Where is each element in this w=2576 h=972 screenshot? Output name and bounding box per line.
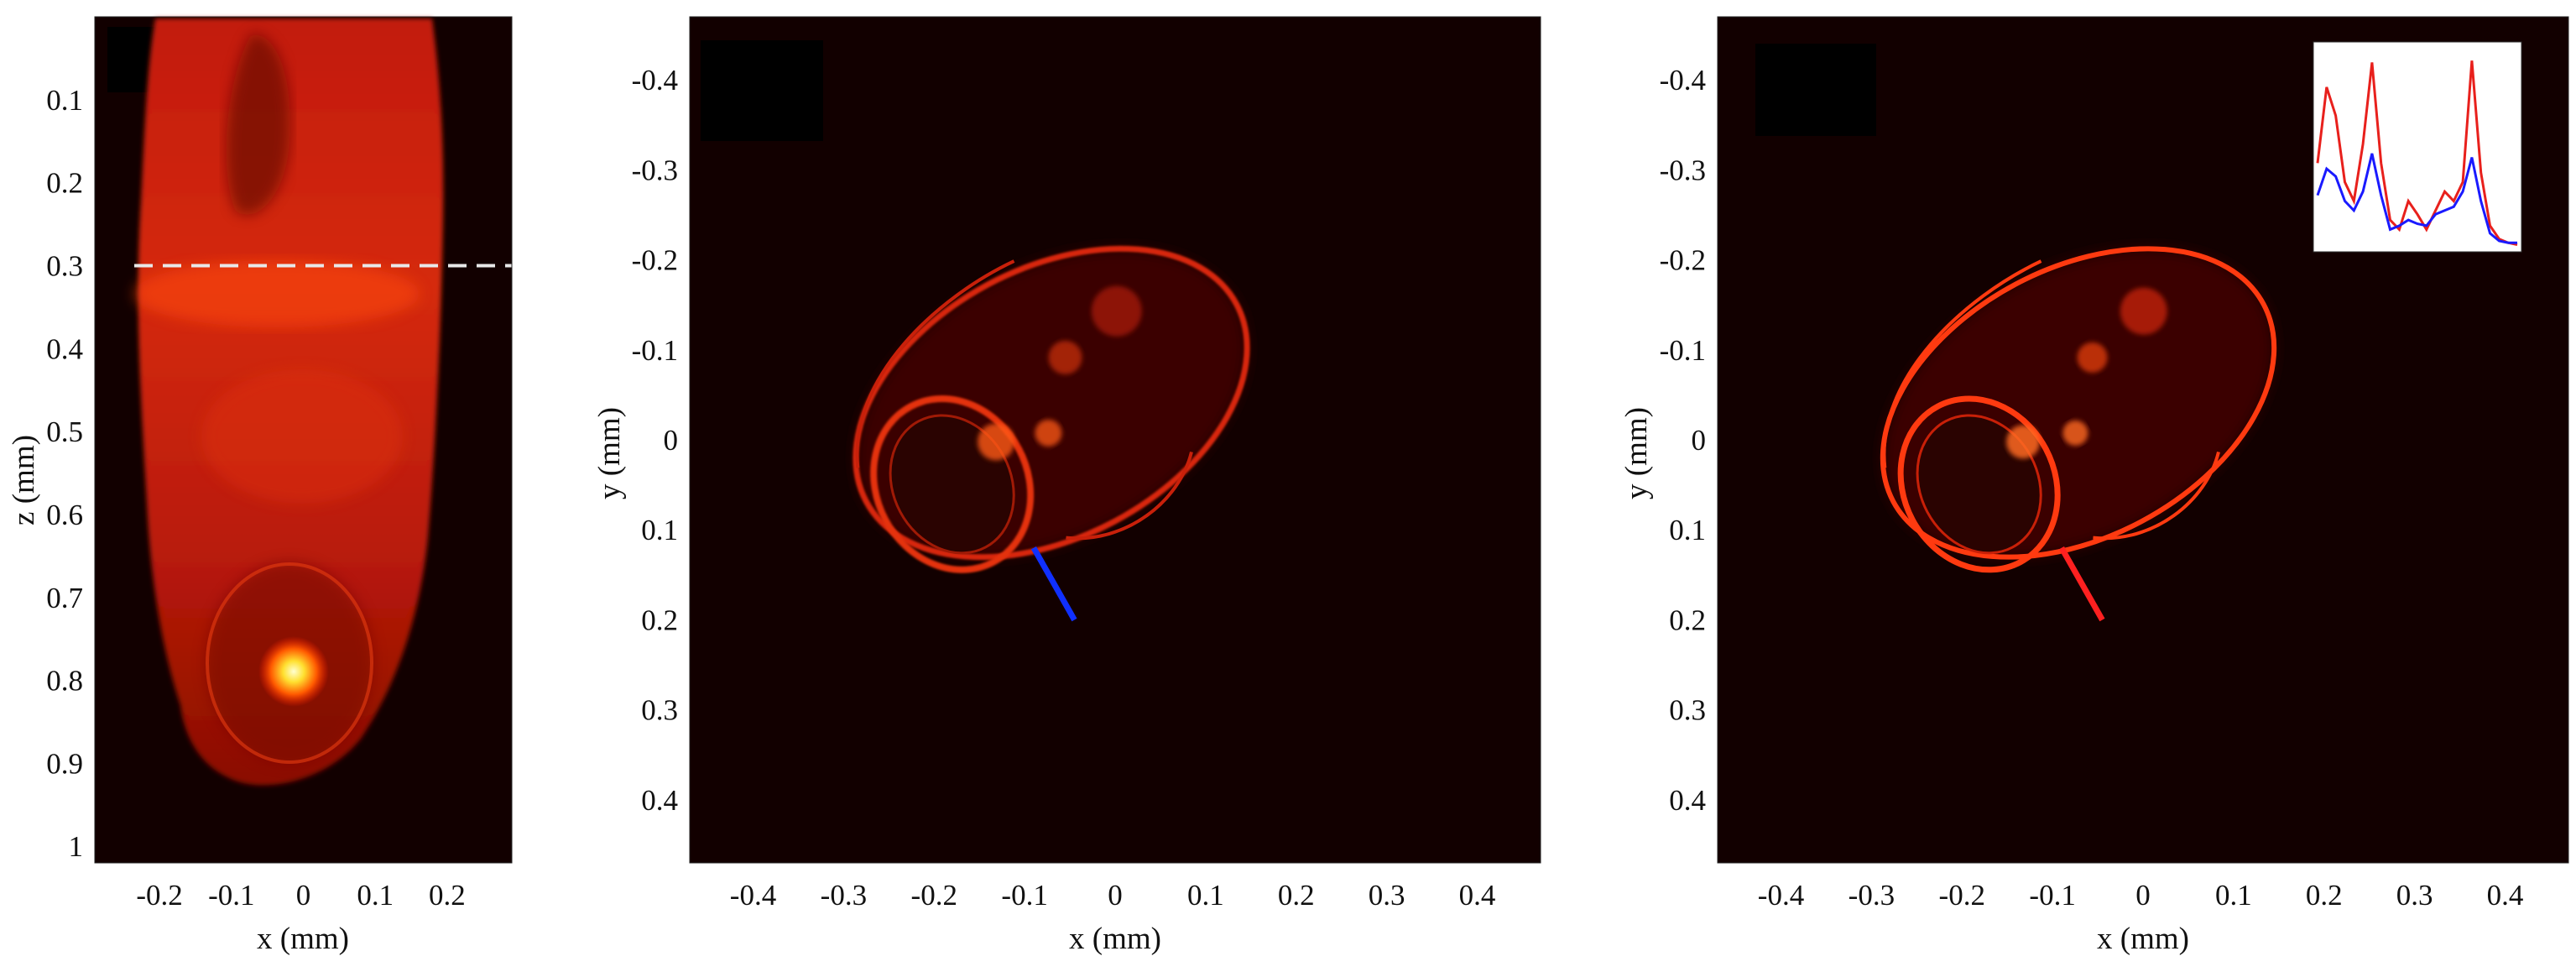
inset-red-profile [2316, 60, 2518, 246]
x-tick-label: -0.2 [911, 879, 957, 912]
x-tick-label: 0 [296, 879, 311, 912]
inset-background [2313, 41, 2522, 253]
organism-cross-section [853, 245, 1250, 573]
y-tick-label: -0.1 [1660, 334, 1706, 367]
x-tick-label: -0.4 [1758, 879, 1804, 912]
y-tick-label: 0.7 [46, 582, 83, 614]
x-tick-label: 0.4 [2487, 879, 2524, 912]
y-tick-label: -0.2 [632, 244, 678, 277]
x-tick-label: -0.1 [208, 879, 254, 912]
y-tick-label: 0.3 [1669, 694, 1706, 727]
y-tick-label: 0.3 [46, 249, 83, 282]
x-tick-label: 0.2 [2306, 879, 2343, 912]
y-tick-label: -0.3 [632, 154, 678, 186]
x-tick-label: 0.1 [357, 879, 394, 912]
hot-spot [258, 636, 329, 707]
x-tick-label: -0.1 [2029, 879, 2075, 912]
panel-middle-ylabel: y (mm) [592, 407, 627, 499]
x-tick-label: -0.2 [136, 879, 182, 912]
y-tick-label: 0.4 [46, 332, 83, 365]
panel-left: 0.1 0.2 0.3 0.4 0.5 0.6 0.7 0.8 0.9 1 -0.2 -0.1 0 0.… [7, 16, 513, 956]
x-tick-label: 0.2 [1278, 879, 1315, 912]
x-tick-label: 0.3 [2396, 879, 2433, 912]
x-tick-label: -0.1 [1001, 879, 1047, 912]
y-tick-label: 1 [69, 830, 84, 863]
y-tick-label: 0.5 [46, 415, 83, 448]
y-tick-label: 0.2 [641, 604, 678, 636]
panel-left-xlabel: x (mm) [257, 922, 349, 956]
y-tick-label: -0.4 [632, 64, 678, 97]
x-tick-label: 0.1 [2215, 879, 2252, 912]
x-tick-label: -0.4 [730, 879, 776, 912]
organism-side-view [134, 18, 444, 786]
y-tick-label: -0.4 [1660, 64, 1706, 97]
x-tick-label: 0.2 [429, 879, 466, 912]
y-tick-label: 0.2 [1669, 604, 1706, 636]
x-tick-label: 0.3 [1369, 879, 1405, 912]
panel-right: -0.4 -0.3 -0.2 -0.1 0 0.1 0.2 0.3 0.4 -0.4 -0.3 -0… [1619, 16, 2569, 956]
panel-middle: -0.4 -0.3 -0.2 -0.1 0 0.1 0.2 0.3 0.4 -0.4 -0.3 -0… [592, 16, 1541, 956]
x-tick-label: -0.3 [821, 879, 867, 912]
y-tick-label: 0.2 [46, 167, 83, 200]
profile-line-blue [1030, 546, 1077, 622]
x-tick-label: -0.2 [1939, 879, 1985, 912]
panel-left-ylabel: z (mm) [7, 435, 41, 525]
panel-right-xlabel: x (mm) [2097, 922, 2189, 956]
x-tick-label: 0.4 [1459, 879, 1496, 912]
inset-blue-profile [2316, 153, 2517, 244]
x-tick-label: 0.1 [1187, 879, 1224, 912]
y-tick-label: 0.4 [1669, 784, 1706, 817]
y-tick-label: 0.1 [46, 84, 83, 117]
x-tick-label: 0 [2135, 879, 2151, 912]
y-tick-label: 0.1 [1669, 514, 1706, 546]
panel-middle-xlabel: x (mm) [1069, 922, 1161, 956]
panel-middle-label-box [701, 40, 823, 141]
y-tick-label: 0.3 [641, 694, 678, 727]
y-tick-label: 0 [1692, 424, 1707, 457]
y-tick-label: -0.3 [1660, 154, 1706, 186]
y-tick-label: -0.2 [1660, 244, 1706, 277]
y-tick-label: 0.8 [46, 665, 83, 698]
profile-line-red [2058, 546, 2105, 622]
x-tick-label: 0 [1108, 879, 1123, 912]
y-tick-label: 0.9 [46, 747, 83, 780]
y-tick-label: -0.1 [632, 334, 678, 367]
panel-right-ylabel: y (mm) [1619, 407, 1654, 499]
y-tick-label: 0.4 [641, 784, 678, 817]
y-tick-label: 0.1 [641, 514, 678, 546]
x-tick-label: -0.3 [1849, 879, 1895, 912]
y-tick-label: 0 [664, 424, 679, 457]
y-tick-label: 0.6 [46, 499, 83, 531]
panel-right-label-box [1755, 44, 1876, 136]
profile-inset [2313, 41, 2522, 253]
organism-cross-section-enhanced [1880, 246, 2277, 573]
